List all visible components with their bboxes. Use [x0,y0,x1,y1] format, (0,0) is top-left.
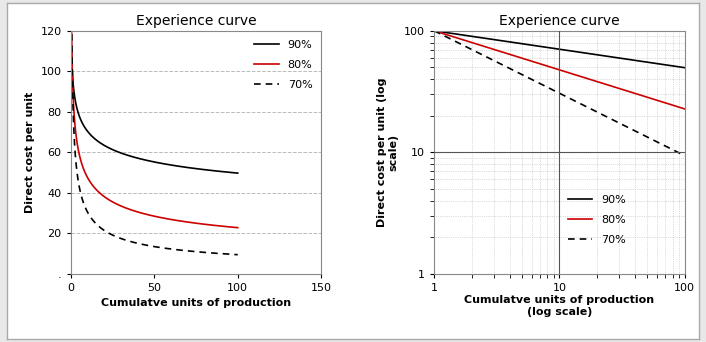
Line: 90%: 90% [434,31,685,68]
80% [552,67,561,71]
Line: 70%: 70% [434,31,685,156]
80% [443,33,451,37]
90% [229,171,237,175]
Y-axis label: Direct cost per unit (log
scale): Direct cost per unit (log scale) [377,77,398,227]
90% [75,114,83,118]
70% [681,154,689,158]
Title: Experience curve: Experience curve [136,14,256,28]
70% [143,244,152,248]
80% [229,225,237,229]
90% [143,158,152,162]
80% [234,226,242,230]
70% [552,90,561,94]
90% [545,46,554,50]
X-axis label: Cumulatve units of production
(log scale): Cumulatve units of production (log scale… [465,295,654,317]
70% [234,253,242,257]
Line: 70%: 70% [71,0,238,255]
70% [229,252,237,256]
90% [148,159,156,163]
80% [143,213,152,217]
90% [443,31,451,35]
Line: 90%: 90% [71,0,238,173]
90% [234,171,242,175]
80% [681,107,689,111]
70% [75,185,83,189]
90% [430,29,438,33]
80% [148,214,156,218]
90% [198,167,206,171]
80% [430,29,438,33]
X-axis label: Cumulatve units of production: Cumulatve units of production [101,298,291,308]
Line: 80%: 80% [71,0,238,228]
80% [229,225,237,229]
90% [674,65,682,69]
80% [674,105,682,109]
70% [229,252,237,256]
70% [545,86,554,90]
80% [628,90,636,94]
Y-axis label: Direct cost per unit: Direct cost per unit [25,92,35,213]
70% [674,150,682,154]
90% [674,65,682,69]
Line: 80%: 80% [434,31,685,109]
Legend: 90%, 80%, 70%: 90%, 80%, 70% [251,36,316,93]
80% [198,222,206,226]
80% [545,65,554,69]
70% [443,35,451,39]
90% [628,58,636,62]
Title: Experience curve: Experience curve [499,14,620,28]
70% [198,250,206,254]
90% [552,47,561,51]
70% [430,29,438,33]
70% [674,150,682,154]
80% [674,105,682,109]
70% [628,127,636,131]
70% [148,244,156,248]
80% [75,153,83,157]
90% [681,66,689,70]
90% [229,171,237,175]
Legend: 90%, 80%, 70%: 90%, 80%, 70% [565,192,630,249]
